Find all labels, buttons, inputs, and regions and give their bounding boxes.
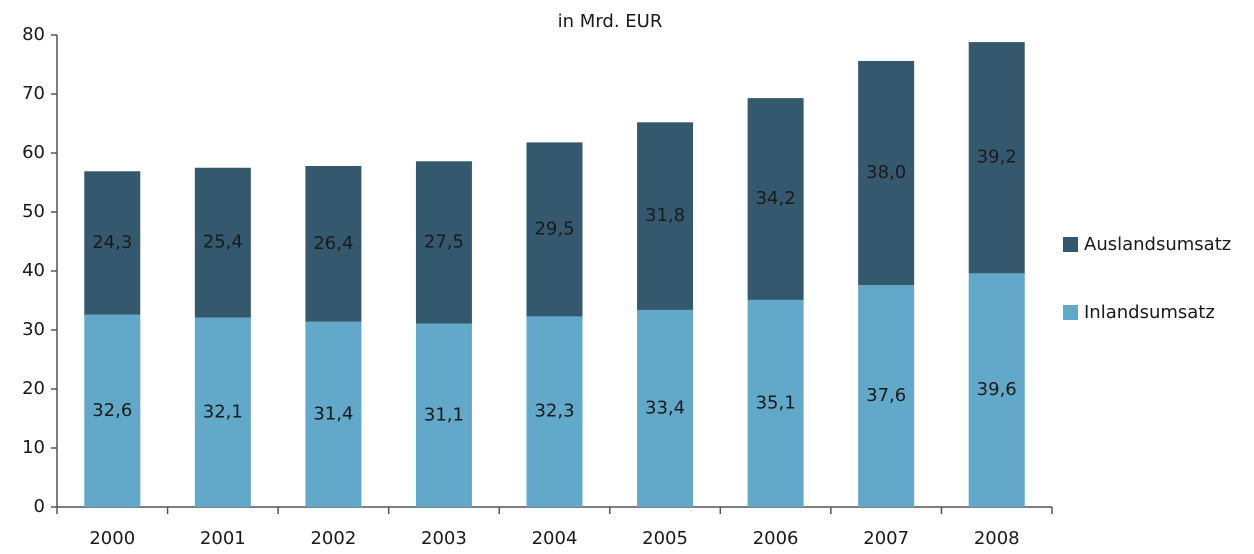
legend-label: Auslandsumsatz <box>1084 234 1231 255</box>
data-label: 26,4 <box>313 233 353 254</box>
y-tick-label: 0 <box>34 496 45 517</box>
x-tick-label: 2000 <box>89 528 135 549</box>
x-tick-label: 2003 <box>421 528 467 549</box>
x-tick-label: 2008 <box>974 528 1020 549</box>
bar-segment <box>415 161 472 324</box>
x-tick-label: 2005 <box>642 528 688 549</box>
bar-segment <box>526 142 583 317</box>
data-label: 32,1 <box>203 401 243 422</box>
y-tick-label: 60 <box>22 142 45 163</box>
x-tick-label: 2004 <box>532 528 578 549</box>
bar-segment <box>747 98 804 300</box>
bar-segment <box>526 316 583 507</box>
legend-swatch <box>1063 305 1078 320</box>
y-tick-label: 80 <box>22 24 45 45</box>
bar-segment <box>858 285 915 507</box>
bar-segment <box>637 122 694 310</box>
data-label: 29,5 <box>534 218 574 239</box>
y-tick-label: 50 <box>22 201 45 222</box>
x-tick-label: 2002 <box>310 528 356 549</box>
data-label: 39,2 <box>977 147 1017 168</box>
bar-segment <box>84 171 141 315</box>
bar-segment <box>415 323 472 507</box>
bar-segment <box>194 167 251 318</box>
x-tick-label: 2007 <box>863 528 909 549</box>
data-label: 37,6 <box>866 385 906 406</box>
data-label: 31,1 <box>424 404 464 425</box>
bar-segment <box>968 273 1025 507</box>
bar-segment <box>84 314 141 507</box>
data-label: 27,5 <box>424 231 464 252</box>
legend-swatch <box>1063 237 1078 252</box>
data-label: 33,4 <box>645 397 685 418</box>
y-tick-label: 70 <box>22 83 45 104</box>
data-label: 32,3 <box>534 401 574 422</box>
data-label: 35,1 <box>756 392 796 413</box>
data-label: 25,4 <box>203 232 243 253</box>
data-label: 31,4 <box>313 403 353 424</box>
bar-segment <box>968 42 1025 274</box>
bar-segment <box>747 299 804 507</box>
chart-title: in Mrd. EUR <box>558 11 663 32</box>
bar-segment <box>858 60 915 286</box>
x-tick-label: 2001 <box>200 528 246 549</box>
data-label: 39,6 <box>977 379 1017 400</box>
y-tick-label: 30 <box>22 319 45 340</box>
bar-segment <box>194 317 251 507</box>
y-tick-label: 10 <box>22 437 45 458</box>
data-label: 24,3 <box>92 232 132 253</box>
bar-segment <box>305 321 362 507</box>
data-label: 34,2 <box>756 188 796 209</box>
y-tick-label: 20 <box>22 378 45 399</box>
data-label: 32,6 <box>92 400 132 421</box>
data-label: 38,0 <box>866 162 906 183</box>
x-tick-label: 2006 <box>753 528 799 549</box>
data-label: 31,8 <box>645 205 685 226</box>
legend-label: Inlandsumsatz <box>1084 302 1215 323</box>
bar-segment <box>305 165 362 322</box>
y-tick-label: 40 <box>22 260 45 281</box>
bar-segment <box>637 309 694 507</box>
